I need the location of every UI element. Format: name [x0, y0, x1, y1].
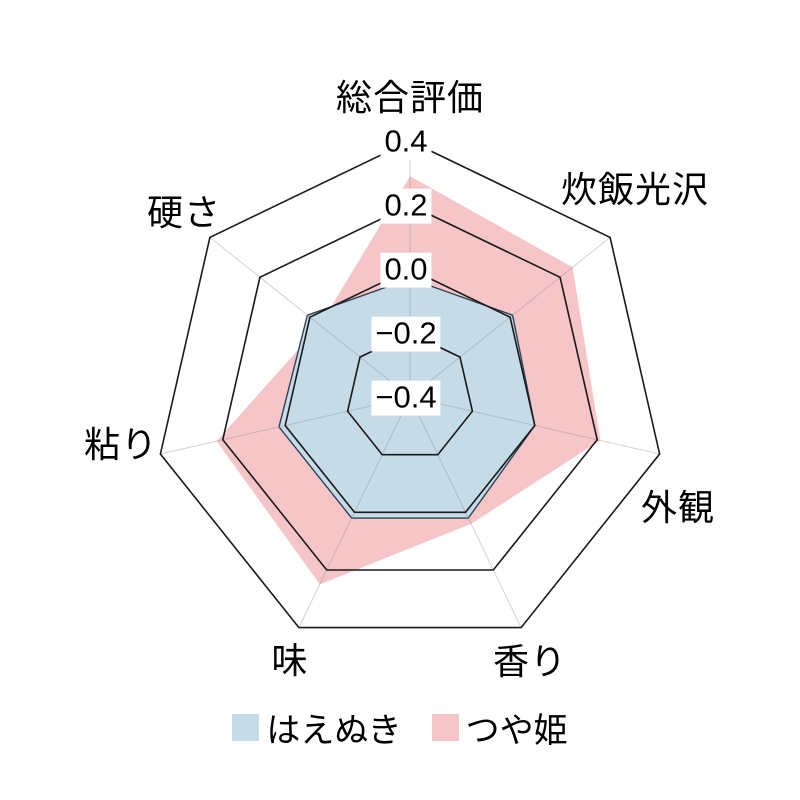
axis-label-appearance: 外観 — [640, 487, 716, 528]
axis-label-aroma: 香り — [492, 641, 568, 682]
grid-ring-0.4 — [159, 140, 661, 629]
legend-item-tsuyahime: つや姫 — [431, 703, 568, 752]
tick-label-0_2: 0.2 — [380, 188, 432, 224]
axis-label-taste: 味 — [271, 640, 309, 681]
grid-ring-0.2 — [221, 204, 599, 571]
legend-swatch-haenuki — [232, 714, 260, 741]
legend-label-haenuki: はえぬき — [266, 712, 402, 750]
axis-label-gloss: 炊飯光沢 — [560, 169, 710, 210]
axis-label-hardness: 硬さ — [146, 192, 222, 233]
tick-label-m0_4: −0.4 — [371, 380, 441, 416]
tick-label-m0_2: −0.2 — [371, 316, 441, 352]
grid-ring-0 — [284, 268, 536, 514]
axis-label-stickiness: 粘り — [83, 424, 159, 465]
legend: はえぬき つや姫 — [0, 703, 800, 752]
tick-label-0_4: 0.4 — [380, 124, 432, 160]
legend-swatch-tsuyahime — [431, 714, 459, 741]
tick-label-0_0: 0.0 — [380, 252, 432, 288]
axis-label-overall: 総合評価 — [335, 77, 485, 118]
legend-label-tsuyahime: つや姫 — [465, 712, 568, 750]
legend-item-haenuki: はえぬき — [232, 703, 402, 752]
grid-ring--0.2 — [346, 332, 474, 456]
